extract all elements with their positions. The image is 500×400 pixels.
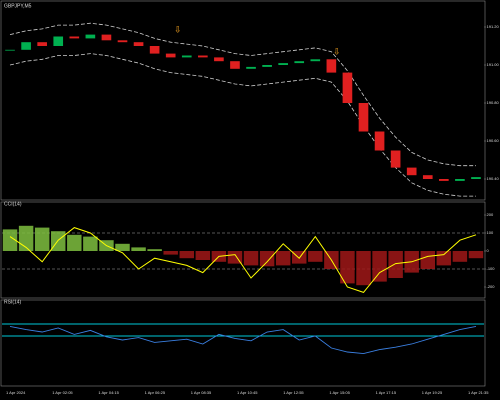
candle [37, 42, 47, 46]
histogram-bar [83, 236, 98, 251]
candle [198, 55, 208, 58]
candle [439, 179, 449, 181]
time-label: 1 Apr 17:15 [376, 390, 397, 395]
histogram-bar [195, 251, 211, 260]
candle [278, 63, 288, 65]
y-tick-label: 191.20 [487, 24, 500, 29]
y-tick-label: 0 [487, 248, 490, 253]
y-tick-label: 200 [487, 212, 494, 217]
histogram-bar [436, 251, 452, 266]
candle [181, 55, 192, 58]
histogram-bar [67, 234, 82, 251]
histogram-bar [2, 229, 18, 251]
histogram-bar [259, 251, 275, 267]
frame-price [0, 0, 486, 201]
histogram-bar [179, 251, 194, 259]
frame-rsi [0, 299, 486, 387]
histogram-bar [468, 251, 484, 259]
rsi-line [9, 325, 477, 355]
histogram-bar [452, 251, 468, 262]
y-tick-label: -100 [487, 266, 496, 271]
histogram-bar [163, 251, 178, 255]
signal-arrow: ⇩ [333, 46, 341, 56]
candle [406, 167, 417, 176]
candle [390, 150, 401, 168]
y-tick-label: 191.00 [487, 62, 500, 67]
histogram-bar [388, 251, 403, 278]
histogram-bar [51, 231, 66, 251]
y-tick-label: 190.80 [487, 100, 500, 105]
y-tick-label: -200 [487, 284, 496, 289]
time-label: 1 Apr 12:55 [283, 390, 304, 395]
histogram-bar [420, 251, 435, 269]
candle [133, 42, 144, 46]
candle [101, 34, 112, 41]
candle [165, 53, 176, 58]
candle [471, 177, 481, 179]
envelope-band [9, 53, 476, 197]
frame-cci [0, 201, 486, 299]
candle [149, 46, 160, 54]
time-label: 1 Apr 02:05 [52, 390, 73, 395]
histogram-bar [372, 251, 387, 282]
candle [358, 103, 369, 132]
candle [342, 72, 353, 103]
histogram-bar [34, 227, 50, 251]
candle [69, 36, 80, 39]
histogram-bar [292, 251, 307, 264]
candle [262, 65, 272, 67]
time-label: 1 Apr 15:05 [329, 390, 350, 395]
candle [294, 61, 305, 64]
cci-line [9, 227, 477, 293]
histogram-bar [356, 251, 371, 286]
candle [117, 40, 128, 43]
envelope-band [9, 22, 476, 167]
panel-title: GBPJPY,M5 [4, 3, 32, 9]
candle [85, 34, 96, 39]
candle [21, 42, 31, 50]
panel-title: RSI(14) [4, 299, 22, 305]
signal-arrow: ⇩ [174, 24, 182, 34]
candle [246, 66, 256, 69]
candle [374, 131, 385, 151]
panel-frames [0, 0, 486, 387]
candle [53, 36, 64, 46]
histogram-bar [147, 249, 162, 251]
candle [326, 59, 337, 73]
time-label: 1 Apr 10:45 [237, 390, 258, 395]
histogram-bar [243, 251, 259, 266]
candle [310, 59, 321, 62]
histogram-bar [308, 251, 323, 262]
y-tick-label: 100 [487, 230, 494, 235]
candle [5, 49, 15, 51]
candle [230, 61, 240, 69]
histogram-bar [340, 251, 355, 284]
time-label: 1 Apr 2024 [6, 390, 26, 395]
time-label: 1 Apr 19:25 [422, 390, 443, 395]
y-tick-label: 190.40 [487, 176, 500, 181]
y-tick-label: 190.60 [487, 138, 500, 143]
time-label: 1 Apr 06:25 [145, 390, 166, 395]
histogram-bar [131, 247, 146, 251]
histogram-bar [275, 251, 291, 266]
histogram-bar [115, 243, 130, 251]
candle [422, 175, 433, 179]
panel-title: CCI(14) [4, 201, 22, 207]
time-label: 1 Apr 04:15 [98, 390, 119, 395]
time-label: 1 Apr 21:35 [468, 390, 489, 395]
time-label: 1 Apr 08:35 [191, 390, 212, 395]
candle [214, 57, 224, 62]
candle [455, 179, 465, 181]
